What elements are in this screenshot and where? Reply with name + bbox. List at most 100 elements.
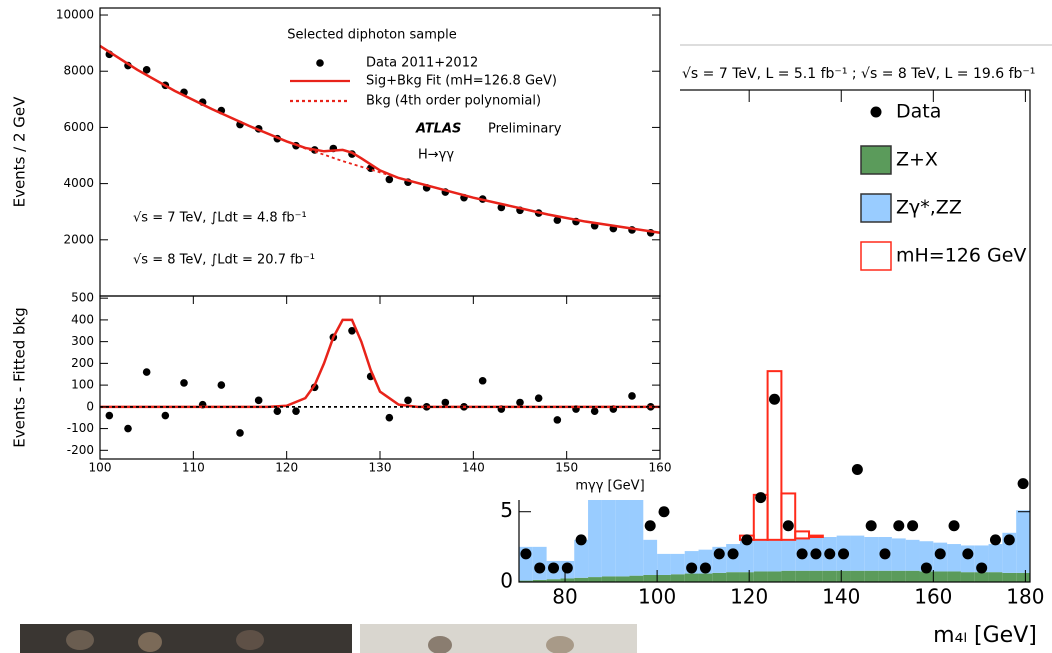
stack-bin: [560, 578, 575, 582]
data-point: [699, 562, 711, 574]
legend-label: Data 2011+2012: [366, 56, 478, 71]
data-point: [254, 396, 263, 405]
stack-bin: [891, 538, 906, 571]
data-point: [553, 416, 562, 424]
stack-bin: [850, 570, 865, 582]
x-tick-label: 160: [914, 585, 952, 609]
photo-detail: [546, 636, 574, 653]
x-tick-label: 130: [369, 461, 392, 475]
stack-bin: [878, 570, 892, 582]
data-point: [236, 429, 244, 437]
x-tick-label: 120: [275, 461, 298, 475]
stack-bin: [1016, 572, 1030, 582]
x-tick-label: 150: [555, 461, 578, 475]
stack-bin: [643, 574, 658, 582]
legend-label: Sig+Bkg Fit (mH=126.8 GeV): [366, 74, 557, 89]
data-point: [962, 548, 974, 560]
atlas-panel: [0, 0, 680, 500]
stack-bin: [933, 571, 948, 582]
stack-bin: [588, 577, 602, 582]
y-tick-label: 100: [71, 378, 94, 392]
data-point: [782, 520, 794, 532]
data-point: [934, 548, 946, 560]
data-point: [686, 562, 698, 574]
stack-bin: [988, 572, 1003, 582]
data-point: [893, 520, 905, 532]
data-point: [161, 411, 170, 420]
data-point: [441, 398, 450, 407]
y-axis-label: Events / 2 GeV: [11, 96, 29, 208]
stack-bin: [574, 539, 589, 578]
y-tick-label: 400: [71, 312, 94, 326]
stack-bin: [739, 572, 754, 582]
data-point: [920, 562, 932, 574]
data-point: [851, 464, 863, 476]
y-tick-label: 10000: [56, 8, 94, 22]
stack-bin: [753, 571, 768, 582]
stack-bin: [905, 570, 920, 582]
data-point: [989, 534, 1001, 546]
y-tick-label: 200: [71, 356, 94, 370]
chart-title: √s = 7 TeV, L = 5.1 fb⁻¹ ; √s = 8 TeV, L…: [682, 66, 1035, 82]
x-tick-label: 100: [638, 585, 676, 609]
data-point: [644, 520, 656, 532]
stack-bin: [988, 544, 1003, 573]
x-tick-label: 100: [89, 461, 112, 475]
data-point: [105, 411, 114, 420]
y-tick-label: -200: [67, 443, 94, 457]
data-point: [553, 216, 562, 224]
y-tick-label: 5: [500, 498, 513, 522]
stack-bin: [546, 579, 561, 582]
y-tick-label: 8000: [63, 64, 94, 78]
data-point: [590, 407, 599, 415]
stack-bin: [519, 580, 533, 582]
x-tick-label: 140: [822, 585, 860, 609]
stack-bin: [574, 577, 589, 582]
stack-bin: [739, 539, 754, 573]
photo: [360, 624, 637, 653]
signal-bin: [766, 370, 783, 541]
data-point: [385, 413, 394, 422]
data-point: [907, 520, 919, 532]
stack-bin: [781, 539, 796, 571]
x-tick-label: 120: [730, 585, 768, 609]
stack-bin: [601, 576, 616, 582]
stack-bin: [1002, 572, 1017, 582]
data-point: [838, 548, 850, 560]
x-tick-label: 140: [462, 461, 485, 475]
stack-bin: [670, 574, 685, 582]
stack-bin: [864, 537, 879, 571]
stack-bin: [767, 571, 782, 582]
x-axis-label: mγγ [GeV]: [575, 479, 644, 494]
data-point: [217, 381, 226, 389]
data-point: [142, 66, 151, 74]
stack-bin: [850, 535, 865, 571]
data-point: [534, 394, 543, 402]
x-tick-label: 180: [1006, 585, 1044, 609]
legend-label: Bkg (4th order polynomial): [366, 94, 541, 109]
y-tick-label: 0: [500, 569, 513, 593]
data-point: [548, 562, 560, 574]
stack-bin: [712, 572, 727, 582]
legend-symbol: [860, 145, 892, 175]
stack-bin: [891, 570, 906, 582]
x-tick-label: 110: [182, 461, 205, 475]
data-point: [865, 520, 877, 532]
data-point: [741, 534, 753, 546]
data-point: [755, 492, 767, 504]
annotation: Preliminary: [488, 122, 562, 137]
stack-bin: [684, 573, 699, 582]
y-tick-label: 6000: [63, 120, 94, 134]
annotation: ATLAS: [415, 122, 461, 137]
x-tick-label: 160: [649, 461, 672, 475]
legend-symbol: [316, 59, 324, 67]
y-tick-label: 4000: [63, 176, 94, 190]
y-tick-label: 500: [71, 291, 94, 305]
annotation: √s = 8 TeV, ∫Ldt = 20.7 fb⁻¹: [133, 253, 315, 268]
legend-symbol: [870, 106, 882, 118]
annotation: H→γγ: [418, 148, 454, 163]
data-point: [879, 548, 891, 560]
data-point: [727, 548, 739, 560]
data-point: [478, 376, 487, 385]
